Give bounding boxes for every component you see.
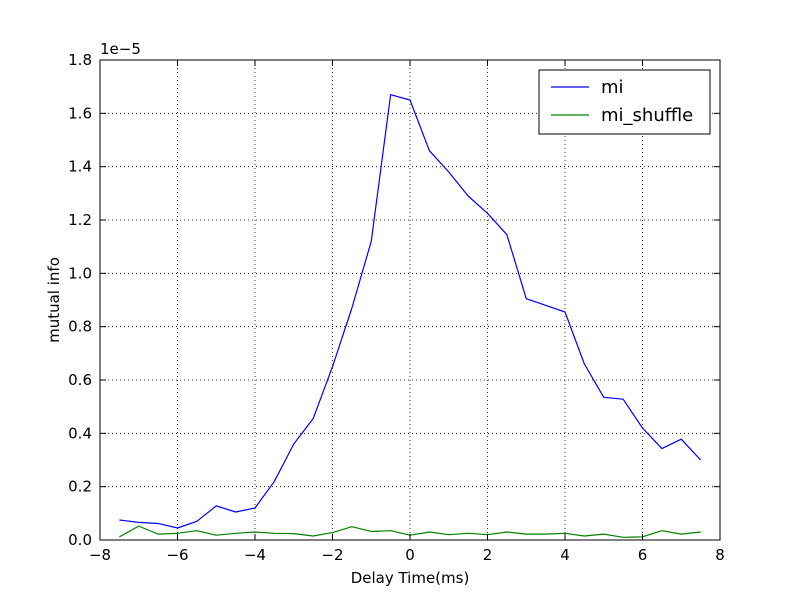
y-tick-label: 1.2 [68,211,92,229]
x-axis-label: Delay Time(ms) [351,569,470,587]
x-tick-label: −4 [244,546,266,564]
y-tick-label: 0.2 [68,478,92,496]
x-tick-label: −2 [321,546,343,564]
y-tick-label: 0.8 [68,318,92,336]
axis-ticks: −8 −6 −4 −2 0 2 4 6 8 0.0 0.2 0.4 0.6 0.8 1.0 1.2 1.4 1.6… [68,51,725,564]
x-tick-label: 0 [405,546,415,564]
x-tick-label: 8 [715,546,725,564]
y-tick-label: 1.8 [68,51,92,69]
x-tick-label: 6 [638,546,648,564]
x-tick-label: 4 [560,546,570,564]
series-line-mi [119,94,702,529]
y-tick-label: 1.4 [68,158,92,176]
y-axis-label: mutual info [45,257,63,343]
y-tick-label: 0.4 [68,424,92,442]
x-tick-label: −6 [166,546,188,564]
y-tick-label: 0.6 [68,371,92,389]
y-tick-label: 0.0 [68,531,92,549]
y-tick-label: 1.6 [68,104,92,122]
x-tick-label: −8 [89,546,111,564]
x-tick-label: 2 [483,546,493,564]
legend-box [538,69,711,135]
y-offset-label: 1e−5 [100,40,141,58]
legend-label-mi-shuffle: mi_shuffle [601,105,693,126]
y-tick-label: 1.0 [68,264,92,282]
legend: mi mi_shuffle [538,69,711,135]
legend-label-mi: mi [601,77,624,98]
